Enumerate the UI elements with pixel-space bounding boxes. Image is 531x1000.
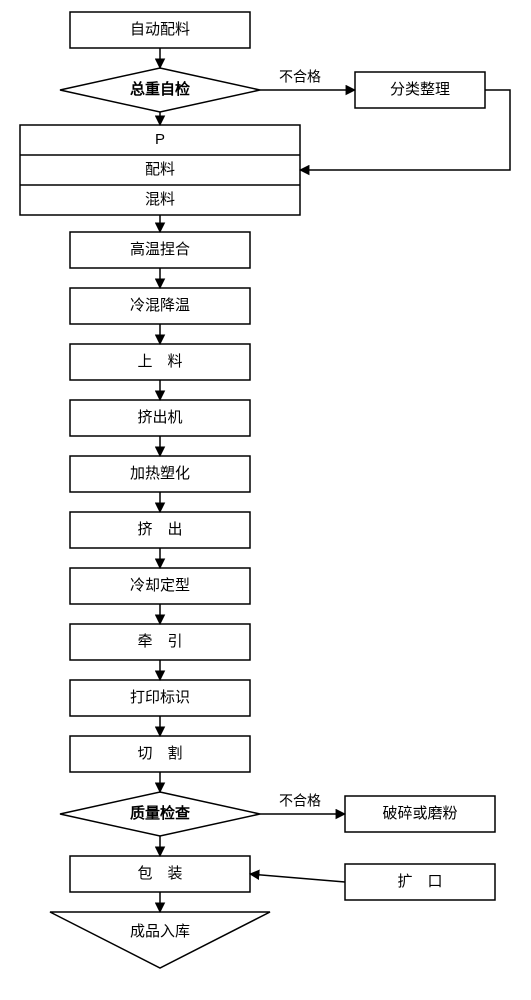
node-n2: 总重自检 <box>60 68 260 112</box>
node-n7: 加热塑化 <box>70 456 250 492</box>
node-label-r2: 破碎或磨粉 <box>382 805 457 822</box>
node-label-n4: 冷混降温 <box>130 297 190 314</box>
node-n11: 打印标识 <box>70 680 250 716</box>
node-n9: 冷却定型 <box>70 568 250 604</box>
node-g1b: 配料 <box>145 161 175 178</box>
edge-label-n2-r1: 不合格 <box>279 69 321 85</box>
node-label-n8: 挤 出 <box>137 521 182 538</box>
node-n6: 挤出机 <box>70 400 250 436</box>
node-label-n12: 切 割 <box>137 745 182 762</box>
node-n4: 冷混降温 <box>70 288 250 324</box>
node-label-n5: 上 料 <box>137 353 182 370</box>
node-label-g1a: P <box>155 131 165 148</box>
node-label-n10: 牵 引 <box>137 633 182 650</box>
node-g1a: P <box>155 131 165 148</box>
node-n5: 上 料 <box>70 344 250 380</box>
node-n10: 牵 引 <box>70 624 250 660</box>
node-label-n1: 自动配料 <box>130 21 190 38</box>
edge-label-n13-r2: 不合格 <box>279 793 321 809</box>
node-n12: 切 割 <box>70 736 250 772</box>
node-label-g1b: 配料 <box>145 161 175 178</box>
node-label-g1c: 混料 <box>145 191 175 208</box>
node-label-r1: 分类整理 <box>390 81 450 98</box>
node-label-n9: 冷却定型 <box>130 577 190 594</box>
node-r3: 扩 口 <box>345 864 495 900</box>
node-n15: 成品入库 <box>50 912 270 968</box>
node-g1c: 混料 <box>145 191 175 208</box>
node-n1: 自动配料 <box>70 12 250 48</box>
node-label-n11: 打印标识 <box>130 689 190 706</box>
node-r1: 分类整理 <box>355 72 485 108</box>
node-label-n7: 加热塑化 <box>130 465 190 482</box>
node-label-n3: 高温捏合 <box>130 241 190 258</box>
node-label-n6: 挤出机 <box>137 409 182 426</box>
node-n13: 质量检查 <box>60 792 260 836</box>
node-label-n2: 总重自检 <box>130 80 190 98</box>
node-label-n13: 质量检查 <box>130 804 191 822</box>
flowchart-canvas: 自动配料总重自检 分类整理 P 配料混料高温捏合冷混降温上 料挤出机加热塑化挤 出冷却… <box>0 0 531 1000</box>
node-label-n14: 包 装 <box>137 865 182 882</box>
node-label-n15: 成品入库 <box>130 923 190 940</box>
node-n8: 挤 出 <box>70 512 250 548</box>
node-r2: 破碎或磨粉 <box>345 796 495 832</box>
node-n3: 高温捏合 <box>70 232 250 268</box>
node-label-r3: 扩 口 <box>397 873 442 890</box>
edge-r3-n14 <box>250 874 345 882</box>
node-n14: 包 装 <box>70 856 250 892</box>
